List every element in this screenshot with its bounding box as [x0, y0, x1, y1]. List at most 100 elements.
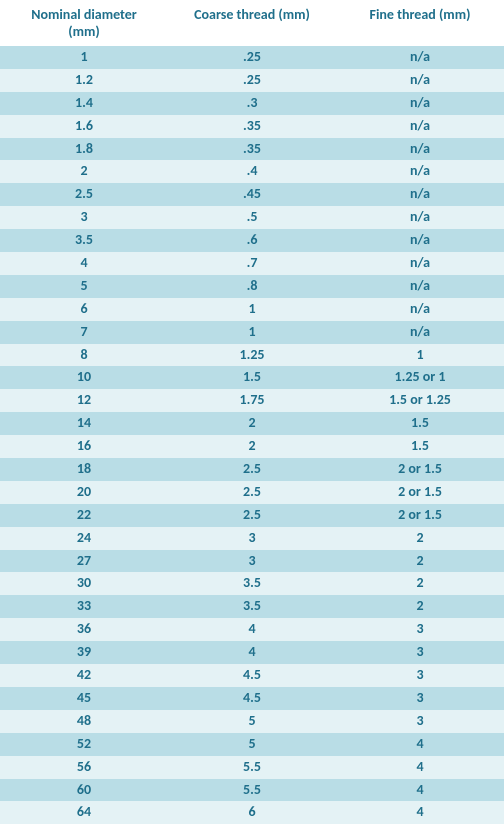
table-row: 3.5.6n/a — [0, 229, 504, 252]
cell-coarse: 4.5 — [168, 687, 336, 710]
table-row: 61n/a — [0, 298, 504, 321]
cell-coarse: .8 — [168, 275, 336, 298]
cell-nominal: 2.5 — [0, 183, 168, 206]
table-row: 565.54 — [0, 756, 504, 779]
cell-nominal: 60 — [0, 779, 168, 802]
cell-nominal: 1 — [0, 46, 168, 69]
cell-nominal: 27 — [0, 550, 168, 573]
cell-fine: n/a — [336, 206, 504, 229]
cell-coarse: .4 — [168, 160, 336, 183]
cell-fine: 2 or 1.5 — [336, 481, 504, 504]
table-row: 1621.5 — [0, 435, 504, 458]
table-row: 2732 — [0, 550, 504, 573]
table-row: 303.52 — [0, 572, 504, 595]
cell-coarse: 4.5 — [168, 664, 336, 687]
cell-nominal: 1.8 — [0, 138, 168, 161]
cell-coarse: 5 — [168, 733, 336, 756]
cell-coarse: 3.5 — [168, 572, 336, 595]
cell-fine: 1.25 or 1 — [336, 366, 504, 389]
cell-coarse: 1 — [168, 321, 336, 344]
cell-nominal: 22 — [0, 504, 168, 527]
cell-nominal: 64 — [0, 801, 168, 824]
table-row: 3643 — [0, 618, 504, 641]
table-row: 222.52 or 1.5 — [0, 504, 504, 527]
table-row: 4853 — [0, 710, 504, 733]
cell-coarse: 4 — [168, 641, 336, 664]
cell-nominal: 24 — [0, 527, 168, 550]
cell-coarse: 3.5 — [168, 595, 336, 618]
cell-nominal: 30 — [0, 572, 168, 595]
cell-nominal: 1.2 — [0, 69, 168, 92]
table-row: 202.52 or 1.5 — [0, 481, 504, 504]
cell-coarse: 5 — [168, 710, 336, 733]
table-body: 1.25n/a1.2.25n/a1.4.3n/a1.6.35n/a1.8.35n… — [0, 46, 504, 824]
cell-fine: 2 — [336, 572, 504, 595]
table-row: 71n/a — [0, 321, 504, 344]
cell-nominal: 16 — [0, 435, 168, 458]
cell-nominal: 4 — [0, 252, 168, 275]
cell-nominal: 33 — [0, 595, 168, 618]
table-row: 1.4.3n/a — [0, 92, 504, 115]
cell-coarse: 2.5 — [168, 458, 336, 481]
cell-nominal: 36 — [0, 618, 168, 641]
cell-nominal: 8 — [0, 344, 168, 367]
cell-fine: 4 — [336, 733, 504, 756]
thread-table: Nominal diameter (mm) Coarse thread (mm)… — [0, 0, 504, 824]
col-nominal-header: Nominal diameter (mm) — [0, 0, 168, 46]
cell-fine: 3 — [336, 618, 504, 641]
col-coarse-header-line1: Coarse thread (mm) — [194, 6, 310, 23]
cell-coarse: .6 — [168, 229, 336, 252]
table-row: 6464 — [0, 801, 504, 824]
cell-coarse: .7 — [168, 252, 336, 275]
cell-fine: n/a — [336, 321, 504, 344]
cell-fine: 4 — [336, 801, 504, 824]
cell-fine: 2 — [336, 527, 504, 550]
cell-coarse: 2.5 — [168, 504, 336, 527]
col-fine-header-line1: Fine thread (mm) — [370, 6, 471, 23]
cell-coarse: .25 — [168, 46, 336, 69]
table-row: 424.53 — [0, 664, 504, 687]
table-row: 1.25n/a — [0, 46, 504, 69]
table-row: 5.8n/a — [0, 275, 504, 298]
cell-fine: 4 — [336, 756, 504, 779]
cell-fine: 1.5 — [336, 435, 504, 458]
cell-coarse: .5 — [168, 206, 336, 229]
header-row: Nominal diameter (mm) Coarse thread (mm)… — [0, 0, 504, 46]
cell-coarse: .35 — [168, 115, 336, 138]
cell-fine: 2 or 1.5 — [336, 504, 504, 527]
col-coarse-header: Coarse thread (mm) — [168, 0, 336, 46]
table-row: 1.2.25n/a — [0, 69, 504, 92]
cell-nominal: 3 — [0, 206, 168, 229]
cell-coarse: 3 — [168, 527, 336, 550]
table-row: 2.5.45n/a — [0, 183, 504, 206]
cell-fine: 3 — [336, 664, 504, 687]
cell-coarse: 3 — [168, 550, 336, 573]
cell-coarse: .45 — [168, 183, 336, 206]
cell-nominal: 3.5 — [0, 229, 168, 252]
cell-fine: 3 — [336, 641, 504, 664]
table-row: 605.54 — [0, 779, 504, 802]
cell-fine: n/a — [336, 92, 504, 115]
table-row: 121.751.5 or 1.25 — [0, 389, 504, 412]
cell-coarse: .35 — [168, 138, 336, 161]
table-row: 101.51.25 or 1 — [0, 366, 504, 389]
cell-nominal: 2 — [0, 160, 168, 183]
cell-nominal: 12 — [0, 389, 168, 412]
col-nominal-header-line2: (mm) — [68, 23, 100, 40]
cell-nominal: 14 — [0, 412, 168, 435]
cell-fine: 2 — [336, 595, 504, 618]
table-row: 1.6.35n/a — [0, 115, 504, 138]
table-row: 3943 — [0, 641, 504, 664]
table-row: 4.7n/a — [0, 252, 504, 275]
cell-fine: n/a — [336, 138, 504, 161]
cell-fine: n/a — [336, 252, 504, 275]
table-row: 3.5n/a — [0, 206, 504, 229]
cell-coarse: 1.25 — [168, 344, 336, 367]
cell-nominal: 42 — [0, 664, 168, 687]
table-row: 182.52 or 1.5 — [0, 458, 504, 481]
cell-fine: n/a — [336, 69, 504, 92]
cell-coarse: 2 — [168, 435, 336, 458]
cell-nominal: 1.6 — [0, 115, 168, 138]
cell-fine: n/a — [336, 160, 504, 183]
cell-fine: n/a — [336, 46, 504, 69]
